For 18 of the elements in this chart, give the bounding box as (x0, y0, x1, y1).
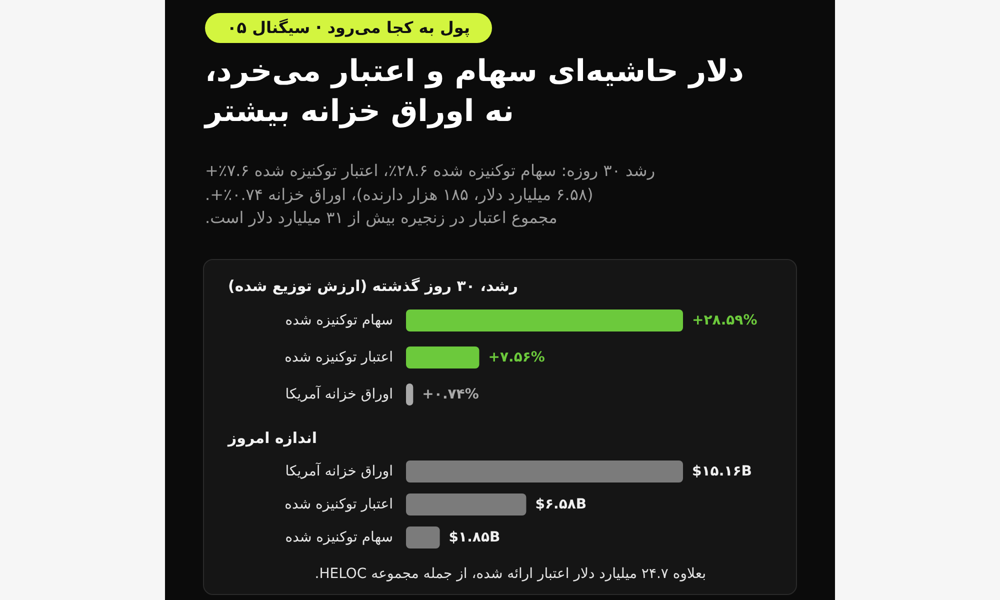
data-label: $۱.۸۵B (448, 530, 500, 546)
chart-title: رشد، ۳۰ روز گذشته (ارزش توزیع شده) (228, 276, 518, 297)
data-label: $۱۵.۱۶B (692, 464, 752, 480)
text: بعلاوه ۲۴.۷ میلیارد دلار اعتبار ارائه شده، از جمله مجموعه HELOC. (314, 565, 706, 584)
y-tick-label: اعتبار توکنیزه شده (284, 350, 393, 366)
y-tick-label: اوراق خزانه آمریکا (285, 462, 393, 480)
y-tick-label: سهام توکنیزه شده (285, 312, 393, 328)
data-label: +۲۸.۵۹% (692, 312, 758, 328)
text: دلار حاشیه‌ای سهام و اعتبار می‌خرد، نه اوراق خزانه بیشتر (205, 53, 745, 131)
data-label: +۰.۷۴% (422, 386, 479, 402)
text: رشد ۳۰ روزه: سهام توکنیزه شده ۲۸.۶٪، اعتبار توکنیزه شده ۷.۶٪+ (۶.۵۸ میلیارد دلار، ۱۸۵ هزار دارنده)، اوراق خزانه ۰.۷۴٪+. مجموع اعتبار در زنجیره بیش از ۳۱ میلیارد دلار است. (205, 160, 656, 229)
y-tick-label: سهام توکنیزه شده (285, 530, 393, 546)
data-label: +۷.۵۶% (488, 350, 545, 366)
y-tick-label: اوراق خزانه آمریکا (285, 384, 393, 402)
text: پول به کجا می‌رود · سیگنال ۰۵ (205, 13, 492, 43)
text: اندازه امروز (228, 428, 318, 449)
data-label: $۶.۵۸B (535, 496, 587, 512)
y-tick-label: اعتبار توکنیزه شده (284, 496, 393, 512)
